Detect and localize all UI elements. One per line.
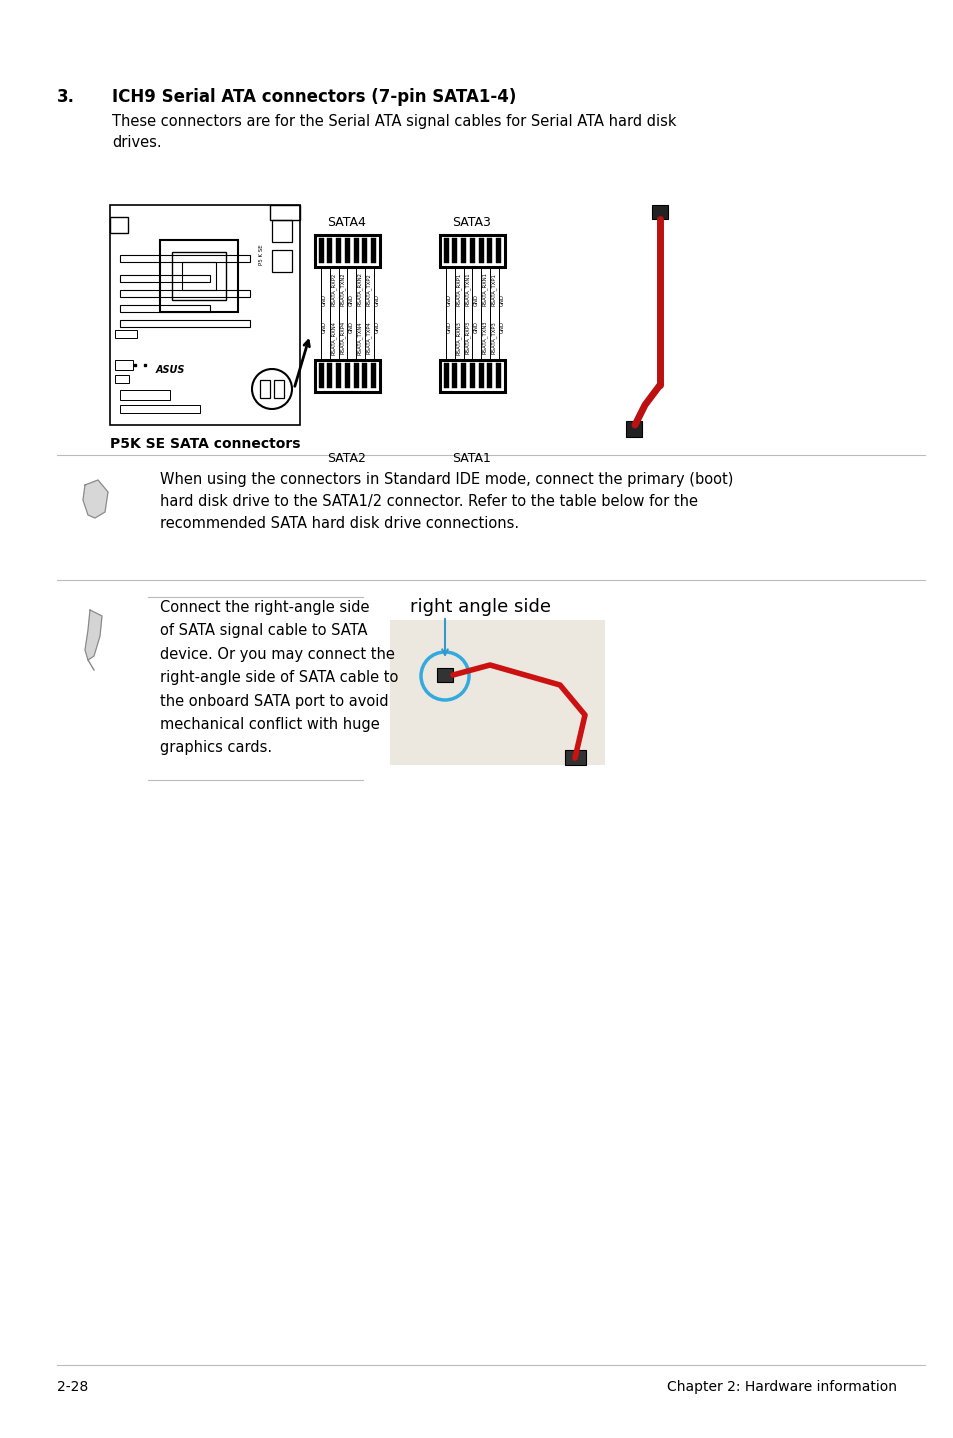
Text: Connect the right-angle side
of SATA signal cable to SATA
device. Or you may con: Connect the right-angle side of SATA sig…: [160, 600, 398, 755]
Polygon shape: [371, 239, 375, 263]
Polygon shape: [354, 362, 358, 388]
Text: GND: GND: [473, 321, 478, 332]
Polygon shape: [487, 362, 492, 388]
Text: 3.: 3.: [57, 88, 75, 106]
Text: When using the connectors in Standard IDE mode, connect the primary (boot)
hard : When using the connectors in Standard ID…: [160, 472, 733, 532]
Polygon shape: [478, 239, 483, 263]
Polygon shape: [625, 421, 641, 437]
Polygon shape: [327, 362, 333, 388]
Text: SATA4: SATA4: [327, 216, 366, 229]
Text: P5K SE SATA connectors: P5K SE SATA connectors: [110, 437, 300, 452]
Text: GND: GND: [322, 295, 327, 306]
Text: ICH9 Serial ATA connectors (7-pin SATA1-4): ICH9 Serial ATA connectors (7-pin SATA1-…: [112, 88, 516, 106]
Polygon shape: [335, 239, 341, 263]
Text: GND: GND: [447, 321, 452, 332]
Text: RSATA_TXP4: RSATA_TXP4: [366, 321, 372, 354]
Polygon shape: [345, 239, 350, 263]
Polygon shape: [443, 239, 448, 263]
Polygon shape: [436, 669, 453, 682]
Polygon shape: [327, 239, 333, 263]
Polygon shape: [335, 362, 341, 388]
Text: RSATA_TXP1: RSATA_TXP1: [491, 273, 497, 306]
Text: RSATA_RXN1: RSATA_RXN1: [482, 272, 487, 306]
Text: GND: GND: [447, 295, 452, 306]
Text: GND: GND: [499, 321, 504, 332]
Polygon shape: [564, 751, 585, 765]
Text: ASUS: ASUS: [155, 365, 185, 375]
Polygon shape: [390, 620, 604, 765]
Polygon shape: [452, 239, 457, 263]
Text: right angle side: right angle side: [410, 598, 551, 615]
Text: RSATA_TXP3: RSATA_TXP3: [491, 321, 497, 354]
Text: RSATA_TXN3: RSATA_TXN3: [482, 321, 487, 355]
Text: SATA2: SATA2: [327, 452, 366, 464]
Text: SATA1: SATA1: [452, 452, 491, 464]
Polygon shape: [318, 239, 323, 263]
Text: RSATA_TXN1: RSATA_TXN1: [464, 272, 470, 306]
Polygon shape: [460, 239, 466, 263]
Text: These connectors are for the Serial ATA signal cables for Serial ATA hard disk
d: These connectors are for the Serial ATA …: [112, 114, 676, 150]
Text: RSATA_TXN4: RSATA_TXN4: [356, 321, 362, 355]
Text: GND: GND: [322, 321, 327, 332]
Text: 2-28: 2-28: [57, 1380, 89, 1393]
Polygon shape: [371, 362, 375, 388]
Text: RSATA_RXN3: RSATA_RXN3: [456, 321, 461, 355]
Text: GND: GND: [499, 295, 504, 306]
Text: RSATA_TXN2: RSATA_TXN2: [339, 272, 345, 306]
Polygon shape: [487, 239, 492, 263]
Polygon shape: [85, 610, 102, 660]
Text: RSATA_RXN2: RSATA_RXN2: [356, 272, 362, 306]
Polygon shape: [651, 206, 667, 219]
Text: Chapter 2: Hardware information: Chapter 2: Hardware information: [666, 1380, 896, 1393]
Text: RSATA_RXN4: RSATA_RXN4: [331, 321, 336, 355]
Text: GND: GND: [348, 295, 354, 306]
Polygon shape: [470, 239, 475, 263]
Polygon shape: [318, 362, 323, 388]
Text: SATA3: SATA3: [452, 216, 491, 229]
Polygon shape: [362, 362, 367, 388]
Text: GND: GND: [348, 321, 354, 332]
Polygon shape: [496, 239, 500, 263]
Text: P5 K SE: P5 K SE: [259, 244, 264, 266]
Text: GND: GND: [375, 321, 379, 332]
Polygon shape: [460, 362, 466, 388]
Text: RSATA_RXP1: RSATA_RXP1: [456, 273, 461, 306]
Polygon shape: [362, 239, 367, 263]
Text: RSATA_RXP4: RSATA_RXP4: [339, 321, 345, 354]
Text: RSATA_RXP3: RSATA_RXP3: [464, 321, 470, 354]
Polygon shape: [443, 362, 448, 388]
Polygon shape: [470, 362, 475, 388]
Text: RSATA_TXP2: RSATA_TXP2: [366, 273, 372, 306]
Polygon shape: [452, 362, 457, 388]
Polygon shape: [345, 362, 350, 388]
Text: GND: GND: [473, 295, 478, 306]
Text: RSATA_RXP2: RSATA_RXP2: [331, 273, 336, 306]
Polygon shape: [354, 239, 358, 263]
Polygon shape: [83, 480, 108, 518]
Polygon shape: [496, 362, 500, 388]
Polygon shape: [478, 362, 483, 388]
Text: GND: GND: [375, 295, 379, 306]
